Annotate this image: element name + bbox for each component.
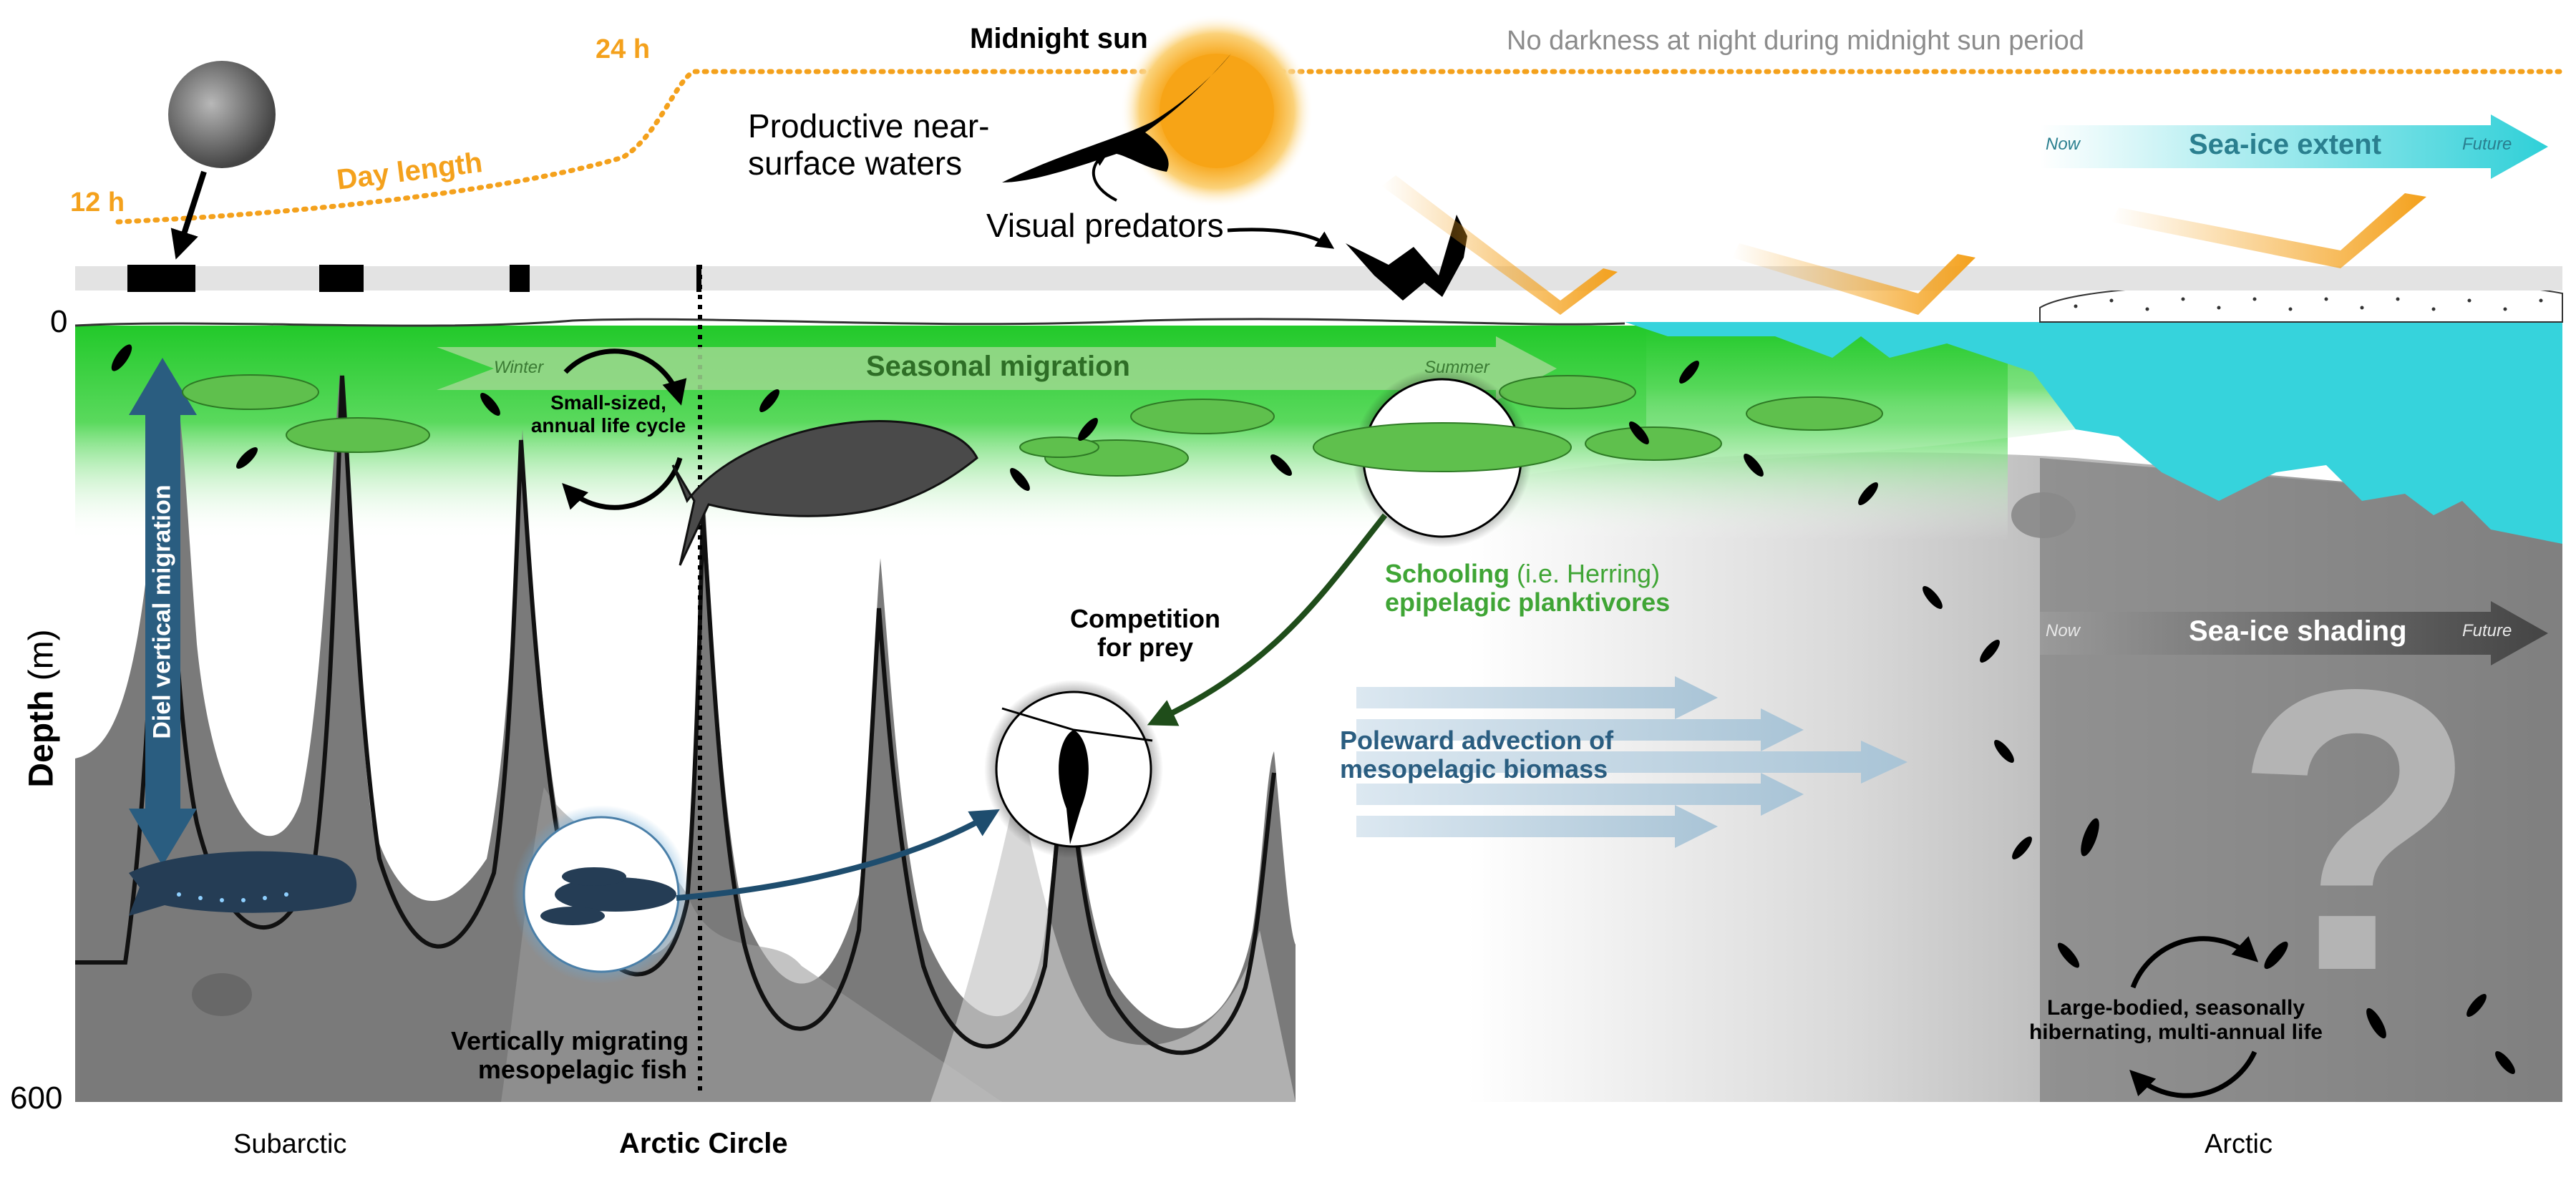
night-bar-1: [127, 265, 195, 292]
lanternfish-photophores: [177, 892, 288, 902]
lanternfish-icon: [129, 851, 357, 916]
extent-now: Now: [2046, 135, 2081, 154]
large-life-cycle-line-2: hibernating, multi-annual life: [2028, 1020, 2323, 1044]
diel-vertical-migration-arrow: [129, 358, 197, 866]
night-bar-3: [510, 265, 530, 292]
sun-icon: [1160, 54, 1274, 168]
sea-surface-line: [74, 318, 1625, 327]
shading-future: Future: [2462, 621, 2512, 640]
surface-green-ice-edge: [1646, 326, 2076, 465]
competition-line-1: Competition: [1070, 604, 1220, 633]
schooling-main: Schooling: [1385, 559, 1510, 588]
diel-vertical-migration-label: Diel vertical migration: [148, 484, 176, 739]
mesopelagic-callout-fish-1: [555, 877, 676, 912]
large-life-cycle-label: Large-bodied, seasonally hibernating, mu…: [2026, 996, 2326, 1045]
light-beam-2: [1732, 243, 1975, 315]
arctic-circle-label: Arctic Circle: [619, 1128, 788, 1159]
sea-ice-extent-label: Sea-ice extent: [2189, 129, 2382, 160]
shading-now: Now: [2046, 621, 2081, 640]
seasonal-migration-arrow: [437, 336, 1557, 401]
extent-future: Future: [2462, 135, 2512, 154]
tuna-icon: [671, 419, 978, 566]
day-length-curve: [115, 69, 1341, 225]
sea-ice-extent-arrow: [2040, 114, 2548, 179]
frigatebird-icon: [1346, 215, 1467, 301]
light-beam-3: [2111, 193, 2426, 268]
night-bar-2: [319, 265, 364, 292]
sea-ice-shading-arrow: [2040, 601, 2548, 665]
depth-axis-label: Depth (m): [22, 629, 62, 787]
large-life-cycle-arrows: [2129, 936, 2259, 1098]
mesopelagic-callout-fish-3: [562, 867, 626, 886]
sea-ice-shading-label: Sea-ice shading: [2189, 615, 2407, 647]
depth-axis-word: Depth: [22, 690, 61, 788]
schooling-paren: (i.e. Herring): [1517, 559, 1661, 588]
productive-waters-label: Productive near- surface waters: [748, 107, 990, 182]
productive-waters-line-2: surface waters: [748, 145, 963, 182]
herring-school: [182, 374, 1883, 477]
competition-arrow-from-mesopelagic: [676, 809, 1000, 901]
day-length-12h: 12 h: [70, 187, 125, 218]
winter-label: Winter: [494, 358, 544, 377]
summer-label: Summer: [1424, 358, 1489, 377]
copepod-callout-icon: [1059, 730, 1089, 844]
seasonal-migration-label: Seasonal migration: [866, 351, 1130, 382]
moon-arrow: [170, 170, 207, 260]
small-life-cycle-line-2: annual life cycle: [530, 414, 686, 436]
depth-bottom-label: 600: [10, 1081, 63, 1116]
copepod-antennae: [1001, 707, 1153, 742]
moon-icon: [168, 61, 276, 168]
competition-label: Competition for prey: [1052, 605, 1238, 662]
mesopelagic-callout-fish-2: [540, 907, 605, 925]
ice-dot-pattern: [2074, 297, 2543, 311]
arctic-label: Arctic: [2205, 1129, 2273, 1159]
mesopelagic-distribution-outer: [75, 372, 1296, 1102]
productive-waters-line-1: Productive near-: [748, 107, 990, 145]
poleward-line-1: Poleward advection of: [1340, 726, 1614, 755]
daylight-bar: [75, 266, 2562, 291]
sun-bird-arrow: [1092, 152, 1117, 202]
depth-top-label: 0: [50, 304, 68, 339]
poleward-advection-label: Poleward advection of mesopelagic biomas…: [1340, 726, 1613, 784]
mesopelagic-line-2: mesopelagic fish: [477, 1055, 687, 1084]
visual-predators-label: Visual predators: [986, 207, 1224, 244]
small-life-cycle-arrows: [562, 348, 687, 510]
day-length-24h: 24 h: [596, 34, 651, 64]
mesopelagic-fish-label: Vertically migrating mesopelagic fish: [451, 1026, 689, 1084]
visual-predators-arrow: [1227, 228, 1335, 249]
subarctic-label: Subarctic: [233, 1129, 347, 1159]
sea-ice: [1625, 322, 2562, 544]
epipelagic-label: epipelagic planktivores: [1385, 587, 1671, 617]
herring-callout-fish: [1313, 422, 1572, 472]
no-darkness-label: No darkness at night during midnight sun…: [1507, 26, 2084, 56]
jellyfish-icon: [192, 492, 2076, 1016]
light-beam-1: [1381, 175, 1618, 315]
poleward-line-2: mesopelagic biomass: [1340, 754, 1608, 784]
schooling-label: Schooling (i.e. Herring) epipelagic plan…: [1385, 560, 1670, 617]
copepod-scatter: [111, 344, 2515, 1074]
depth-axis-unit: (m): [22, 629, 61, 681]
question-mark: ?: [2233, 606, 2479, 1054]
competition-line-2: for prey: [1097, 633, 1194, 662]
mesopelagic-line-1: Vertically migrating: [451, 1026, 689, 1055]
poleward-advection-arrows: [1356, 676, 1907, 848]
small-life-cycle-line-1: Small-sized,: [550, 391, 666, 414]
midnight-sun-label: Midnight sun: [970, 23, 1148, 54]
small-life-cycle-label: Small-sized, annual life cycle: [526, 391, 691, 437]
large-life-cycle-line-1: Large-bodied, seasonally: [2046, 996, 2305, 1020]
competition-arrow-from-herring: [1147, 513, 1388, 726]
